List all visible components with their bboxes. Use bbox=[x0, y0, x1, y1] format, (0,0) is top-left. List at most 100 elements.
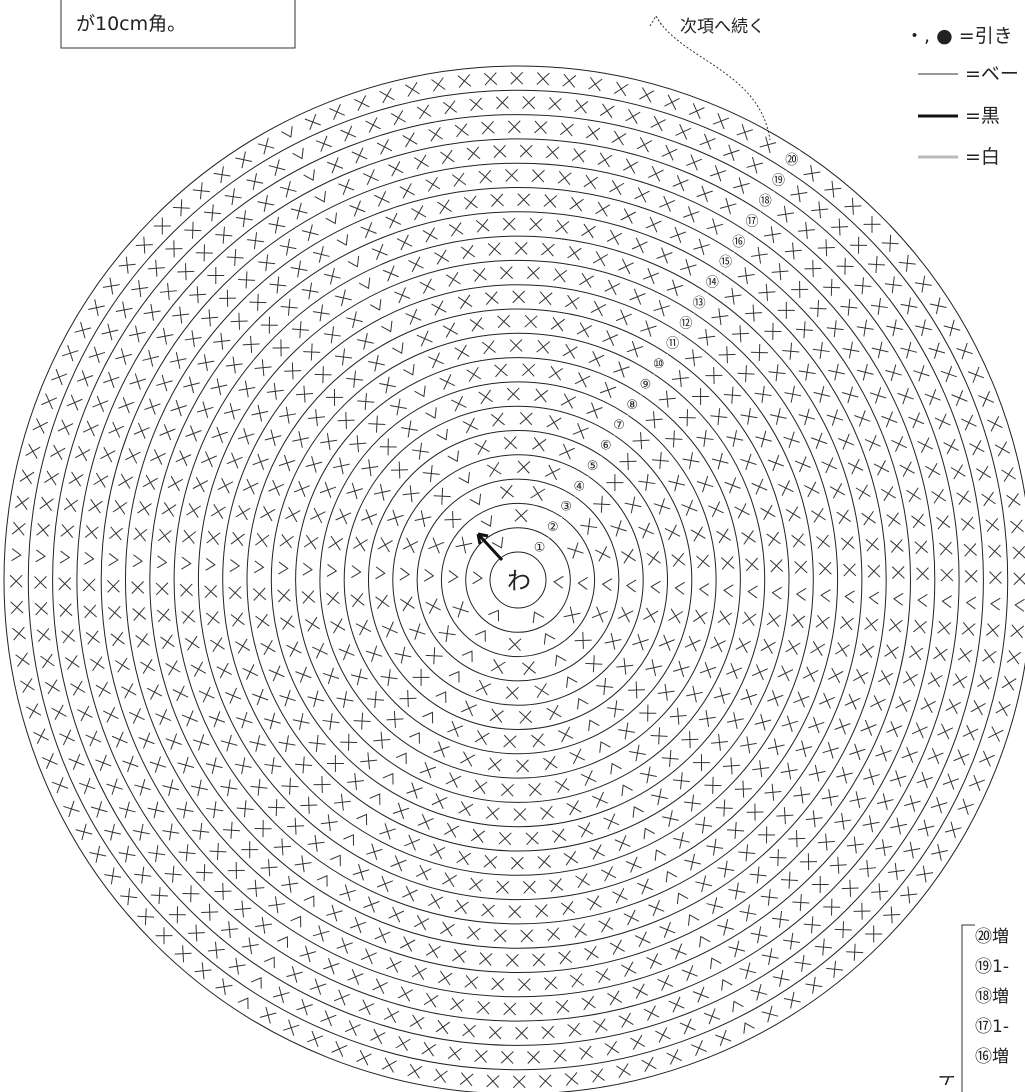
stitch bbox=[751, 478, 768, 495]
stitch bbox=[219, 289, 236, 307]
stitch bbox=[632, 633, 649, 651]
side-note: ⑯増 bbox=[975, 1047, 1009, 1067]
stitch bbox=[534, 904, 549, 918]
stitch bbox=[648, 165, 664, 182]
stitch bbox=[581, 995, 596, 1011]
stitch bbox=[737, 365, 755, 383]
stitch bbox=[823, 898, 841, 916]
stitch bbox=[444, 511, 462, 529]
stitch bbox=[869, 387, 887, 404]
stitch bbox=[937, 620, 952, 635]
stitch bbox=[388, 906, 405, 923]
stitch bbox=[794, 456, 811, 473]
stitch bbox=[752, 760, 770, 778]
stitch bbox=[242, 478, 259, 495]
stitch bbox=[761, 1005, 779, 1023]
stitch bbox=[255, 916, 272, 934]
stitch bbox=[326, 904, 343, 922]
stitch bbox=[156, 608, 171, 623]
stitch bbox=[621, 961, 637, 977]
stitch bbox=[818, 561, 832, 576]
ring bbox=[246, 308, 790, 852]
stitch bbox=[531, 733, 546, 748]
stitch bbox=[182, 529, 197, 544]
stitch bbox=[223, 821, 240, 839]
stitch bbox=[302, 562, 313, 576]
stitch bbox=[458, 472, 470, 484]
stitch bbox=[366, 843, 383, 861]
stitch bbox=[134, 866, 152, 884]
stitch bbox=[466, 367, 482, 382]
stitch bbox=[718, 346, 736, 364]
stitch bbox=[566, 800, 582, 816]
stitch bbox=[597, 152, 613, 168]
stitch bbox=[84, 551, 95, 565]
stitch bbox=[671, 552, 686, 567]
stitch bbox=[891, 436, 907, 452]
stitch bbox=[82, 578, 96, 592]
stitch bbox=[481, 340, 496, 355]
stitch bbox=[865, 925, 883, 943]
stitch bbox=[373, 483, 391, 501]
stitch bbox=[108, 553, 119, 566]
stitch bbox=[639, 704, 657, 722]
stitch bbox=[512, 290, 526, 304]
stitch bbox=[14, 495, 30, 510]
stitch bbox=[805, 810, 823, 828]
stitch bbox=[532, 611, 545, 623]
stitch bbox=[665, 870, 678, 883]
stitch bbox=[360, 222, 377, 239]
stitch bbox=[446, 272, 461, 287]
stitch bbox=[312, 925, 330, 942]
stitch bbox=[886, 512, 901, 527]
stitch bbox=[395, 752, 407, 765]
stitch bbox=[419, 761, 437, 779]
stitch bbox=[391, 461, 408, 479]
stitch bbox=[642, 268, 660, 285]
stitch bbox=[982, 649, 997, 664]
stitch bbox=[884, 644, 899, 660]
stitch bbox=[977, 674, 992, 690]
round-label-bg bbox=[718, 252, 735, 269]
stitch bbox=[422, 465, 440, 482]
stitch bbox=[713, 687, 731, 704]
stitch bbox=[916, 567, 930, 581]
stitch bbox=[603, 813, 620, 830]
stitch bbox=[19, 469, 35, 485]
stitch bbox=[209, 843, 227, 860]
stitch bbox=[379, 376, 396, 394]
stitch bbox=[902, 671, 918, 687]
stitch bbox=[781, 715, 799, 732]
stitch bbox=[829, 856, 847, 874]
stitch bbox=[174, 945, 192, 963]
stitch bbox=[751, 344, 768, 361]
stitch bbox=[361, 509, 378, 526]
ring bbox=[3, 65, 1025, 1092]
stitch bbox=[512, 1075, 526, 1089]
stitch bbox=[60, 524, 75, 539]
stitch bbox=[751, 664, 768, 681]
stitch bbox=[529, 217, 543, 232]
stitch bbox=[794, 954, 812, 972]
stitch bbox=[575, 873, 590, 888]
stitch bbox=[567, 1022, 582, 1037]
stitch bbox=[279, 689, 296, 707]
stitch bbox=[396, 234, 413, 251]
stitch bbox=[107, 605, 122, 620]
stitch bbox=[800, 853, 817, 871]
stitch bbox=[440, 149, 455, 165]
stitch bbox=[739, 962, 757, 980]
stitch bbox=[716, 528, 731, 544]
stitch bbox=[856, 319, 874, 337]
stitch bbox=[653, 299, 670, 317]
stitch bbox=[600, 866, 617, 882]
stitch bbox=[12, 626, 26, 641]
stitch bbox=[184, 330, 202, 348]
stitch bbox=[802, 666, 819, 683]
stitch bbox=[493, 144, 507, 158]
stitch bbox=[861, 510, 876, 526]
stitch bbox=[621, 548, 636, 564]
stitch bbox=[425, 407, 437, 419]
stitch bbox=[156, 555, 168, 569]
stitch bbox=[758, 826, 776, 844]
